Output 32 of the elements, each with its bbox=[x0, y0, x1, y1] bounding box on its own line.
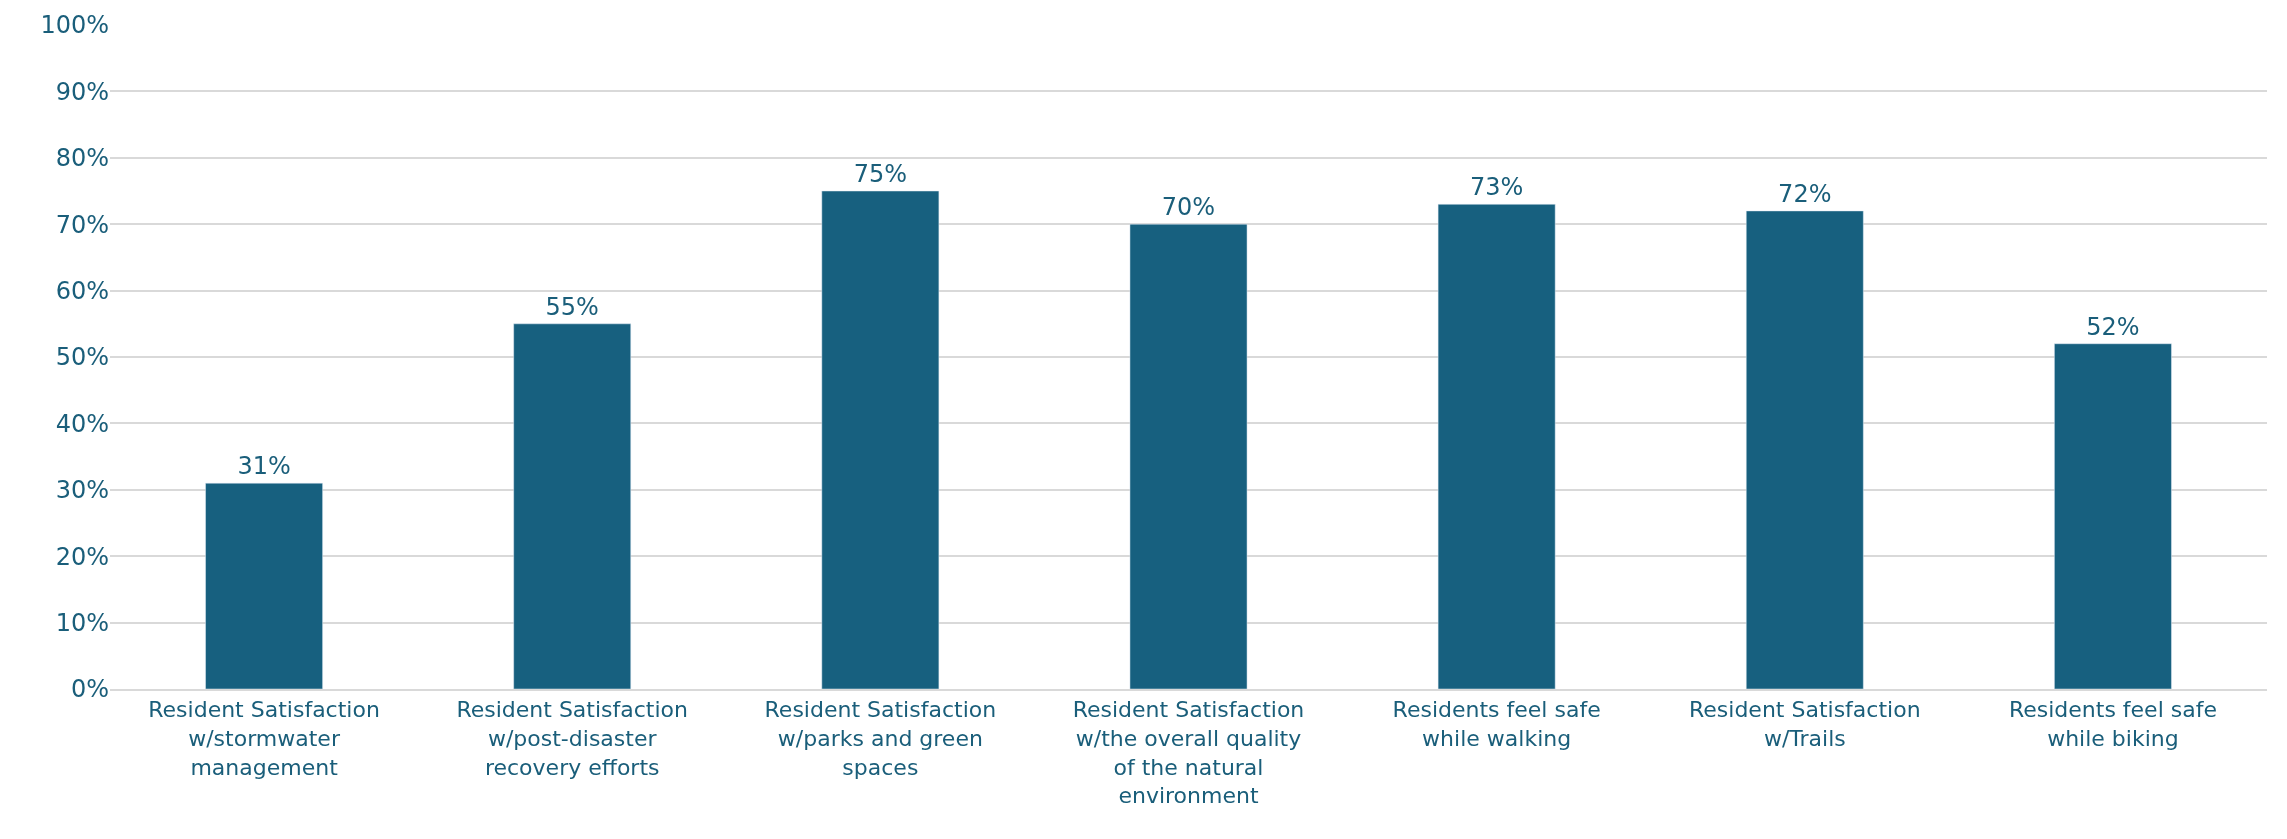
y-tick-label: 0% bbox=[70, 675, 109, 704]
data-label: 70% bbox=[1161, 193, 1216, 222]
bar bbox=[513, 323, 632, 689]
data-label: 55% bbox=[545, 292, 599, 321]
y-tick-label: 20% bbox=[55, 542, 109, 571]
y-tick-label: 90% bbox=[55, 77, 109, 106]
y-tick-label: 40% bbox=[55, 409, 109, 438]
x-tick-label: Residents feel safe while biking bbox=[2008, 697, 2217, 751]
data-label: 52% bbox=[2086, 312, 2140, 341]
y-tick-label: 100% bbox=[40, 11, 109, 40]
x-tick-label: Resident Satisfaction w/Trails bbox=[1688, 697, 1921, 751]
bar bbox=[821, 190, 940, 689]
y-tick-label: 50% bbox=[55, 343, 109, 372]
data-label: 31% bbox=[237, 452, 291, 481]
x-tick-label: Resident Satisfaction w/the overall quality of the natural environment bbox=[1072, 697, 1305, 809]
data-label: 73% bbox=[1469, 173, 1524, 202]
y-tick-label: 70% bbox=[55, 210, 109, 239]
x-tick-label: Residents feel safe while walking bbox=[1392, 697, 1601, 751]
x-tick-label: Resident Satisfaction w/stormwater management bbox=[148, 697, 380, 780]
bar bbox=[1129, 223, 1248, 689]
data-label: 75% bbox=[853, 160, 908, 188]
x-tick-label: Resident Satisfaction w/parks and green spaces bbox=[764, 697, 997, 780]
data-label: 72% bbox=[1778, 179, 1832, 208]
y-tick-label: 60% bbox=[55, 277, 109, 305]
bar bbox=[1437, 204, 1556, 689]
y-tick-label: 80% bbox=[55, 144, 109, 173]
bar bbox=[205, 482, 323, 689]
y-tick-label: 10% bbox=[55, 609, 109, 637]
bar bbox=[2054, 343, 2172, 689]
bar bbox=[1745, 210, 1864, 689]
x-tick-label: Resident Satisfaction w/post-disaster recovery efforts bbox=[456, 697, 689, 780]
y-tick-label: 30% bbox=[55, 476, 109, 505]
